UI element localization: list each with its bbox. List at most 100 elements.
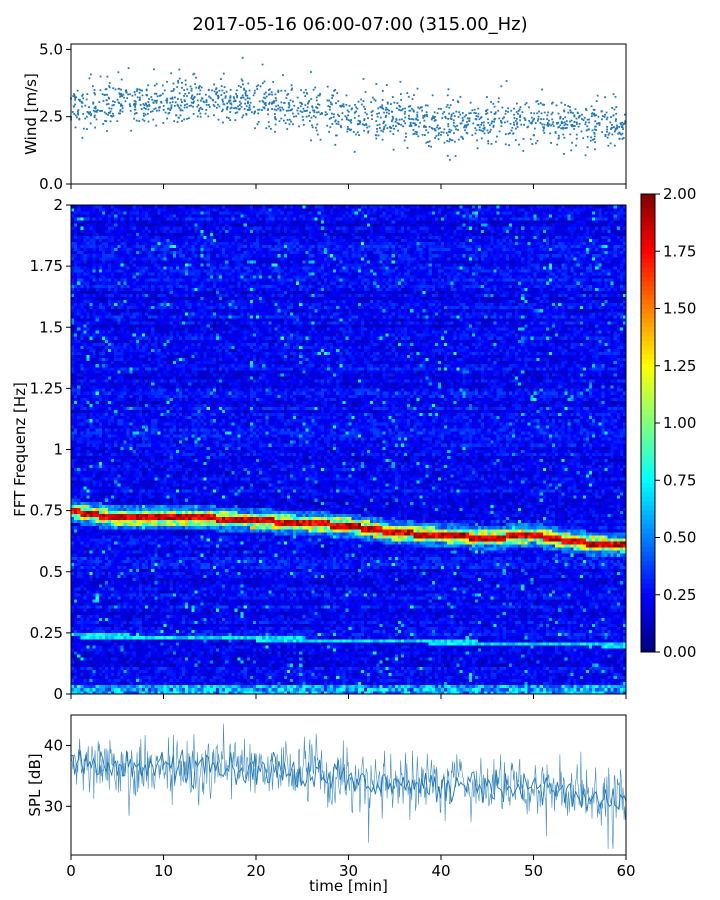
spectrogram-cell (132, 263, 137, 267)
wind-point (382, 122, 385, 125)
wind-point (534, 122, 537, 124)
spectrogram-cell (126, 602, 130, 606)
spectrogram-cell (95, 339, 100, 343)
wind-point (556, 122, 559, 125)
wind-point (465, 126, 467, 129)
wind-point (425, 141, 428, 144)
spectrogram-cell (77, 648, 81, 652)
spectrogram-cell (126, 434, 130, 438)
spectrogram-cell (135, 687, 140, 692)
wind-point (408, 118, 411, 121)
spectrogram-cell (132, 464, 137, 469)
spectrogram-cell (104, 571, 109, 576)
wind-point (92, 102, 95, 105)
spectrogram-cell (92, 299, 96, 304)
spectrogram-cell (129, 470, 133, 475)
spectrogram-cell (83, 574, 87, 579)
wind-point (173, 120, 176, 122)
spectrogram-cell (114, 253, 118, 258)
spectrogram-cell (92, 278, 96, 282)
spectrogram-cell (114, 480, 118, 484)
spectrogram-cell (101, 431, 106, 435)
spectrogram-cell (98, 388, 103, 392)
spectrogram-cell (117, 577, 121, 582)
spectrogram-cell (129, 333, 133, 337)
wind-point (440, 133, 442, 136)
wind-point (348, 128, 350, 130)
spectrogram-cell (83, 553, 87, 557)
spectrogram-cell (129, 385, 133, 389)
wind-point (73, 93, 75, 95)
spectrogram-cell (89, 333, 93, 337)
spectrogram-cell (80, 672, 84, 676)
spectrogram-cell (74, 504, 78, 508)
spectrogram-cell (120, 440, 124, 444)
wind-point (569, 120, 571, 123)
spectrogram-cell (92, 617, 96, 621)
spectrogram-cell (126, 241, 130, 246)
spectrogram-cell (126, 232, 130, 236)
spectrogram-cell (92, 256, 96, 261)
spectrogram-cell (126, 626, 130, 631)
spectrogram-cell (83, 376, 87, 380)
spectrogram-cell (95, 260, 100, 264)
spectrogram-cell (95, 480, 100, 484)
wind-point (284, 89, 287, 92)
spectrogram-cell (108, 635, 112, 640)
spectrogram-cell (89, 385, 93, 389)
spectrogram-cell (111, 532, 115, 536)
spectrogram-cell (80, 308, 84, 313)
spectrogram-cell (95, 532, 100, 536)
spectrogram-cell (86, 461, 90, 466)
wind-point (274, 93, 277, 96)
spectrogram-cell (89, 366, 93, 371)
spectrogram-cell (108, 477, 112, 481)
wind-point (223, 86, 226, 89)
spectrogram-cell (111, 275, 115, 279)
spectrogram-cell (132, 351, 137, 356)
spectrogram-cell (132, 489, 137, 493)
spectrogram-cell (92, 425, 96, 429)
spectrogram-cell (135, 577, 140, 582)
spectrogram-cell (92, 241, 96, 246)
spectrogram-cell (77, 452, 81, 456)
spectrogram-cell (126, 538, 130, 542)
spectrogram-cell (120, 238, 124, 242)
wind-point (212, 104, 215, 106)
spectrogram-cell (108, 681, 112, 686)
spectrogram-cell (123, 409, 127, 414)
spectrogram-cell (120, 574, 124, 579)
spectrogram-cell (98, 284, 103, 288)
wind-point (436, 124, 439, 127)
wind-point (213, 83, 215, 86)
spectrogram-cell (120, 449, 124, 453)
spectrogram-cell (123, 211, 127, 215)
spectrogram-cell (77, 208, 81, 212)
spectrogram-cell (71, 366, 75, 371)
wind-point (382, 107, 385, 110)
spectrogram-cell (129, 599, 133, 603)
spectrogram-cell (123, 519, 127, 524)
spectrogram-cell (95, 458, 100, 463)
spectrogram-cell (123, 229, 127, 233)
spectrogram-cell (86, 287, 90, 291)
spectrogram-cell (83, 385, 87, 389)
spectrogram-cell (83, 648, 87, 652)
spectrogram-cell (108, 253, 112, 258)
spectrogram-cell (83, 690, 87, 695)
spectrogram-cell (120, 599, 124, 603)
spectrogram-cell (129, 501, 133, 505)
spectrogram-cell (89, 418, 93, 423)
wind-point (270, 127, 272, 130)
spectrogram-cell (77, 217, 81, 221)
spectrogram-cell (111, 553, 115, 557)
spectrogram-cell (95, 583, 100, 588)
spectrogram-cell (80, 305, 84, 310)
wind-point (379, 105, 382, 108)
spectrogram-cell (71, 443, 75, 447)
spectrogram-cell (111, 363, 115, 368)
spectrogram-cell (86, 486, 90, 490)
spectrogram-cell (114, 446, 118, 450)
spectrogram-cell (129, 321, 133, 325)
wind-point (303, 110, 306, 112)
